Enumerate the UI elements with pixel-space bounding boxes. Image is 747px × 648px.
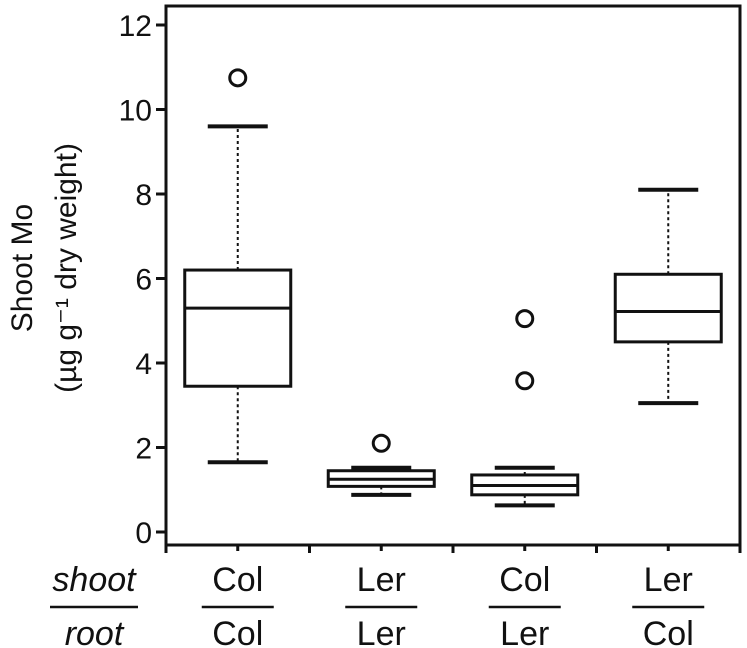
y-tick-label: 12 — [119, 10, 152, 43]
y-tick-label: 8 — [135, 179, 152, 212]
category-root-label: Ler — [500, 615, 549, 648]
category-1: Col Col — [201, 561, 274, 648]
row-label-shoot: shoot — [52, 561, 137, 599]
category-shoot-label: Ler — [644, 561, 693, 599]
category-shoot-label: Col — [212, 561, 263, 599]
category-shoot-label: Col — [499, 561, 550, 599]
box-1 — [183, 68, 293, 465]
box-3 — [470, 309, 580, 508]
category-shoot-label: Ler — [357, 561, 406, 599]
x-axis — [164, 545, 742, 553]
category-2: Ler Ler — [345, 561, 418, 648]
y-tick-label: 0 — [135, 517, 152, 550]
box-4 — [613, 187, 723, 406]
y-axis-label-line1: Shoot Mo — [6, 204, 39, 332]
category-root-label: Ler — [357, 615, 406, 648]
row-label-root: root — [65, 615, 125, 648]
outlier-point — [228, 68, 248, 88]
y-axis-label-line2: (µg g⁻¹ dry weight) — [50, 143, 83, 393]
y-tick-label: 6 — [135, 264, 152, 297]
box-iqr — [183, 268, 293, 388]
category-4: Ler Col — [632, 561, 705, 648]
box-2 — [326, 433, 436, 497]
outlier-point — [515, 309, 535, 329]
category-labels: Col Col Ler Ler Col Ler Ler Col — [50, 561, 705, 648]
y-axis: 0 2 4 6 8 10 12 — [119, 10, 166, 550]
outlier-point — [371, 433, 391, 453]
category-root-label: Col — [643, 615, 694, 648]
box-iqr — [613, 272, 723, 344]
y-tick-label: 10 — [119, 95, 152, 128]
outlier-point — [515, 371, 535, 391]
box-series — [183, 68, 723, 508]
category-root-label: Col — [212, 615, 263, 648]
y-tick-label: 4 — [135, 348, 152, 381]
y-tick-label: 2 — [135, 433, 152, 466]
category-3: Col Ler — [488, 561, 561, 648]
